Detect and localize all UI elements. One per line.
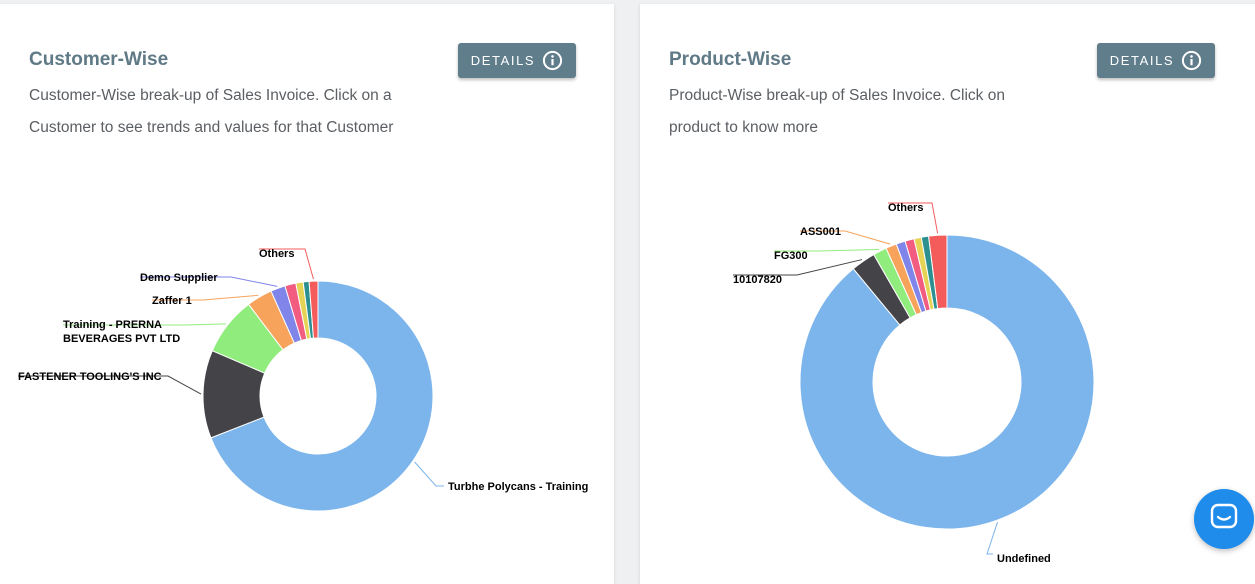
slice-data-label[interactable]: Undefined [997,553,1051,565]
slice-connector-line [140,276,278,287]
customer-wise-card: Customer-Wise Customer-Wise break-up of … [0,4,614,584]
slice-connector-line [414,461,444,487]
slice-data-label[interactable]: FASTENER TOOLING'S INC [18,371,162,383]
slice-data-label[interactable]: Turbhe Polycans - Training [448,481,588,493]
pie-slice[interactable] [210,280,434,512]
details-button[interactable]: DETAILS [458,43,576,78]
slice-connector-line [774,248,879,252]
slice-connector-line [152,294,259,301]
chat-icon [1208,501,1240,538]
card-description: Customer-Wise break-up of Sales Invoice.… [29,87,394,136]
slice-connector-line [800,230,891,245]
slice-connector-line [733,259,863,276]
slice-connector-line [259,248,314,280]
card-description: Product-Wise break-up of Sales Invoice. … [669,87,1005,136]
card-title: Customer-Wise [29,49,169,70]
pie-slice[interactable] [928,234,948,310]
slice-connector-line [18,375,202,395]
slice-data-label[interactable]: Others [888,202,923,214]
details-button-label: DETAILS [470,53,536,68]
product-wise-donut-chart[interactable]: Undefined 10107820 FG300 ASS001 Others [640,4,1255,569]
slice-data-label[interactable]: Zaffer 1 [152,295,192,307]
chat-widget-button[interactable] [1194,489,1254,549]
slice-connector-line [986,522,998,555]
details-button[interactable]: DETAILS [1097,43,1215,78]
pie-slice[interactable] [308,280,319,339]
slice-connector-line [63,323,226,326]
slice-data-label[interactable]: Training - PRERNA BEVERAGES PVT LTD [63,319,180,345]
slice-connector-line [888,202,939,234]
card-title: Product-Wise [669,49,792,70]
slice-data-label[interactable]: Others [259,248,294,260]
slice-data-label[interactable]: ASS001 [800,226,841,238]
slice-data-label[interactable]: FG300 [774,250,808,262]
info-icon [1181,50,1202,71]
product-wise-card: Product-Wise Product-Wise break-up of Sa… [640,4,1255,584]
customer-wise-donut-chart[interactable]: Turbhe Polycans - Training FASTENER TOOLI… [0,4,614,569]
pie-slice[interactable] [799,234,1095,530]
slice-data-label[interactable]: 10107820 [733,274,782,286]
slice-data-label[interactable]: Demo Supplier [140,272,218,284]
info-icon [542,50,563,71]
details-button-label: DETAILS [1109,53,1175,68]
